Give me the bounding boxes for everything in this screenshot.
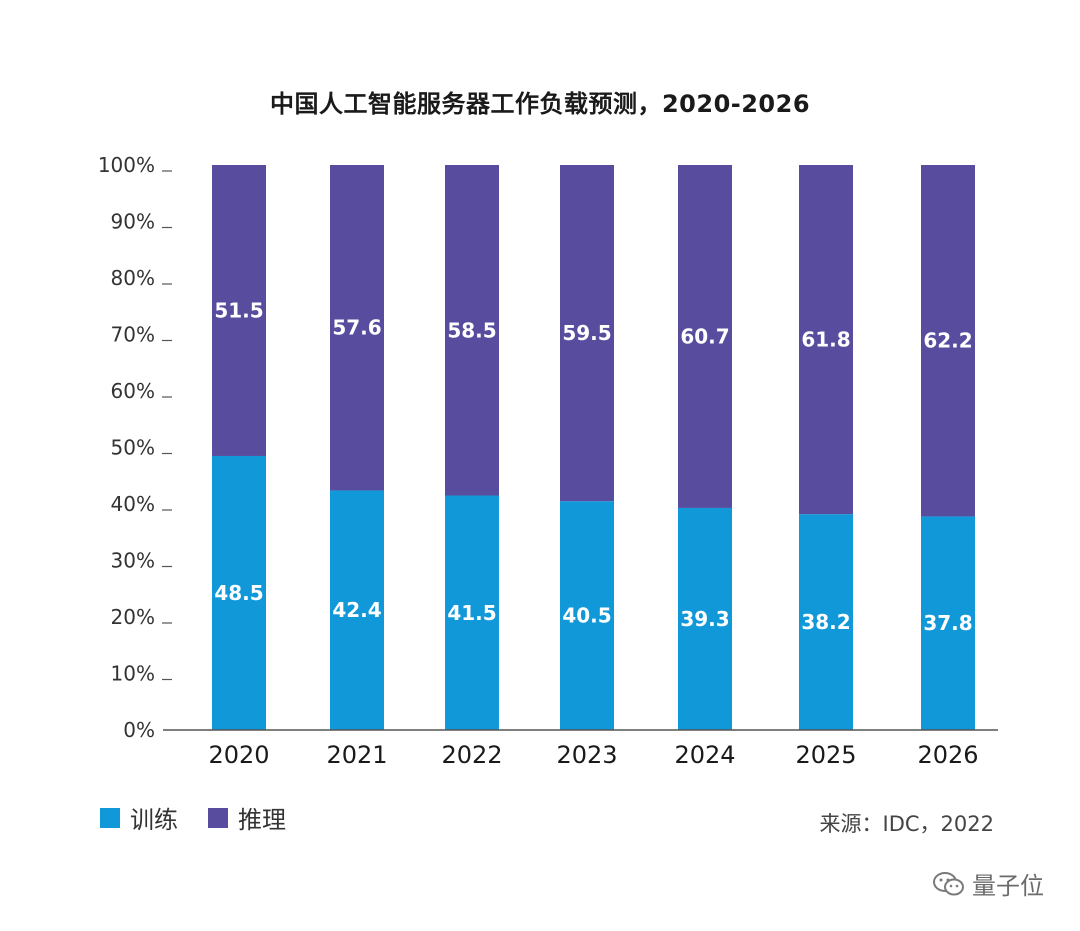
wechat-icon: [933, 871, 964, 895]
y-tick-label: 80%: [111, 266, 155, 290]
legend-swatch-training: [100, 807, 120, 828]
data-label: 60.7: [680, 324, 729, 348]
data-label: 59.5: [562, 321, 611, 345]
legend-swatch-inference: [208, 807, 228, 828]
data-label: 39.3: [680, 607, 729, 631]
data-label: 37.8: [923, 611, 972, 635]
y-tick-label: 20%: [111, 605, 155, 629]
legend-item-training: 训练: [100, 800, 178, 835]
bar-training: [330, 490, 384, 730]
legend: 训练 推理: [100, 800, 286, 835]
watermark-text: 量子位: [972, 872, 1044, 900]
y-tick-label: 60%: [111, 379, 155, 403]
bar-training: [678, 507, 732, 730]
y-tick-label: 100%: [98, 153, 155, 177]
bar-training: [212, 455, 266, 730]
bar-training: [560, 501, 614, 730]
bar-training: [921, 516, 975, 730]
data-label: 48.5: [214, 581, 263, 605]
y-tick-label: 40%: [111, 492, 155, 516]
x-tick-label: 2022: [441, 741, 502, 769]
legend-label-inference: 推理: [238, 806, 286, 834]
data-label: 57.6: [332, 316, 381, 340]
bar-training: [445, 495, 499, 730]
x-tick-label: 2024: [674, 741, 735, 769]
y-tick-label: 30%: [111, 549, 155, 573]
data-label: 41.5: [447, 601, 496, 625]
x-tick-label: 2025: [795, 741, 856, 769]
chart-title: 中国人工智能服务器工作负载预测，2020-2026: [269, 90, 811, 118]
y-tick-label: 0%: [123, 718, 155, 742]
data-label: 58.5: [447, 318, 496, 342]
x-tick-label: 2023: [556, 741, 617, 769]
x-tick-label: 2020: [208, 741, 269, 769]
data-label: 38.2: [801, 610, 850, 634]
data-label: 42.4: [332, 598, 381, 622]
bar-inference: [678, 165, 732, 508]
x-tick-label: 2026: [917, 741, 978, 769]
legend-item-inference: 推理: [208, 800, 286, 835]
x-tick-label: 2021: [326, 741, 387, 769]
bar-inference: [445, 165, 499, 496]
y-tick-label: 50%: [111, 436, 155, 460]
watermark: 量子位: [932, 866, 1044, 901]
bar-inference: [212, 165, 266, 456]
data-label: 61.8: [801, 328, 850, 352]
bar-inference: [921, 165, 975, 517]
y-tick-label: 10%: [111, 662, 155, 686]
bar-inference: [799, 165, 853, 515]
y-tick-label: 90%: [111, 210, 155, 234]
bar-training: [799, 514, 853, 730]
bar-inference: [560, 165, 614, 502]
data-label: 40.5: [562, 604, 611, 628]
data-label: 62.2: [923, 329, 972, 353]
source-note: 来源：IDC，2022: [819, 812, 994, 836]
bar-inference: [330, 165, 384, 491]
data-label: 51.5: [214, 298, 263, 322]
y-tick-label: 70%: [111, 323, 155, 347]
legend-label-training: 训练: [130, 806, 178, 834]
